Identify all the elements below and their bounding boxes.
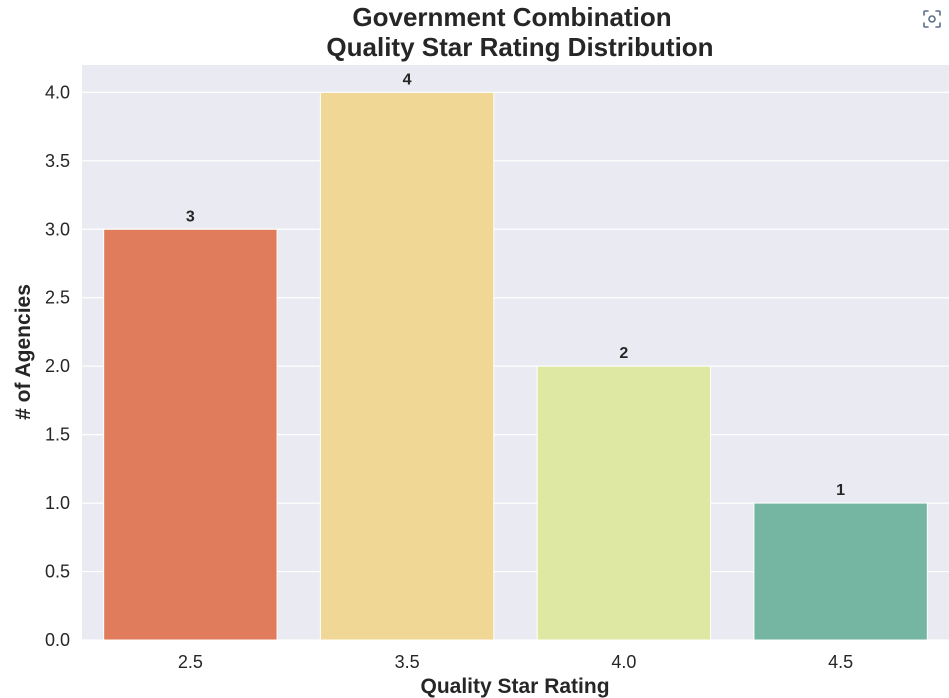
chart-title: Government Combination Quality Star Rati… <box>326 2 713 62</box>
y-tick-label: 0.5 <box>45 562 70 582</box>
data-label-2.5: 3 <box>186 208 195 225</box>
bar-4.0 <box>536 365 712 641</box>
chart-title-line-1: Government Combination <box>352 2 671 32</box>
x-axis-label: Quality Star Rating <box>420 675 609 698</box>
x-tick-label: 4.0 <box>611 652 636 672</box>
y-tick-label: 4.0 <box>45 82 70 102</box>
y-tick-label: 1.5 <box>45 425 70 445</box>
x-tick-label: 4.5 <box>828 652 853 672</box>
y-tick-label: 2.0 <box>45 356 70 376</box>
data-label-3.5: 4 <box>403 71 412 88</box>
y-tick-label: 2.5 <box>45 288 70 308</box>
x-tick-label: 3.5 <box>395 652 420 672</box>
x-tick-label: 2.5 <box>178 652 203 672</box>
chart-title-line-2: Quality Star Rating Distribution <box>326 32 713 62</box>
x-tick-labels: 2.5 3.5 4.0 4.5 <box>178 652 853 672</box>
data-labels: 3 4 2 1 <box>186 71 845 499</box>
bar-3.5 <box>319 91 495 641</box>
screenshot-scan-icon[interactable] <box>921 8 943 30</box>
y-tick-label: 1.0 <box>45 493 70 513</box>
y-tick-label: 3.0 <box>45 219 70 239</box>
data-label-4.0: 2 <box>619 345 628 362</box>
y-tick-label: 0.0 <box>45 630 70 650</box>
bar-2.5 <box>103 228 278 641</box>
data-label-4.5: 1 <box>836 482 845 499</box>
y-axis-label: # of Agencies <box>12 284 35 420</box>
y-tick-labels: 0.0 0.5 1.0 1.5 2.0 2.5 3.0 3.5 4.0 <box>45 82 70 650</box>
bar-4.5 <box>753 502 928 641</box>
bars <box>103 91 928 641</box>
y-tick-label: 3.5 <box>45 151 70 171</box>
